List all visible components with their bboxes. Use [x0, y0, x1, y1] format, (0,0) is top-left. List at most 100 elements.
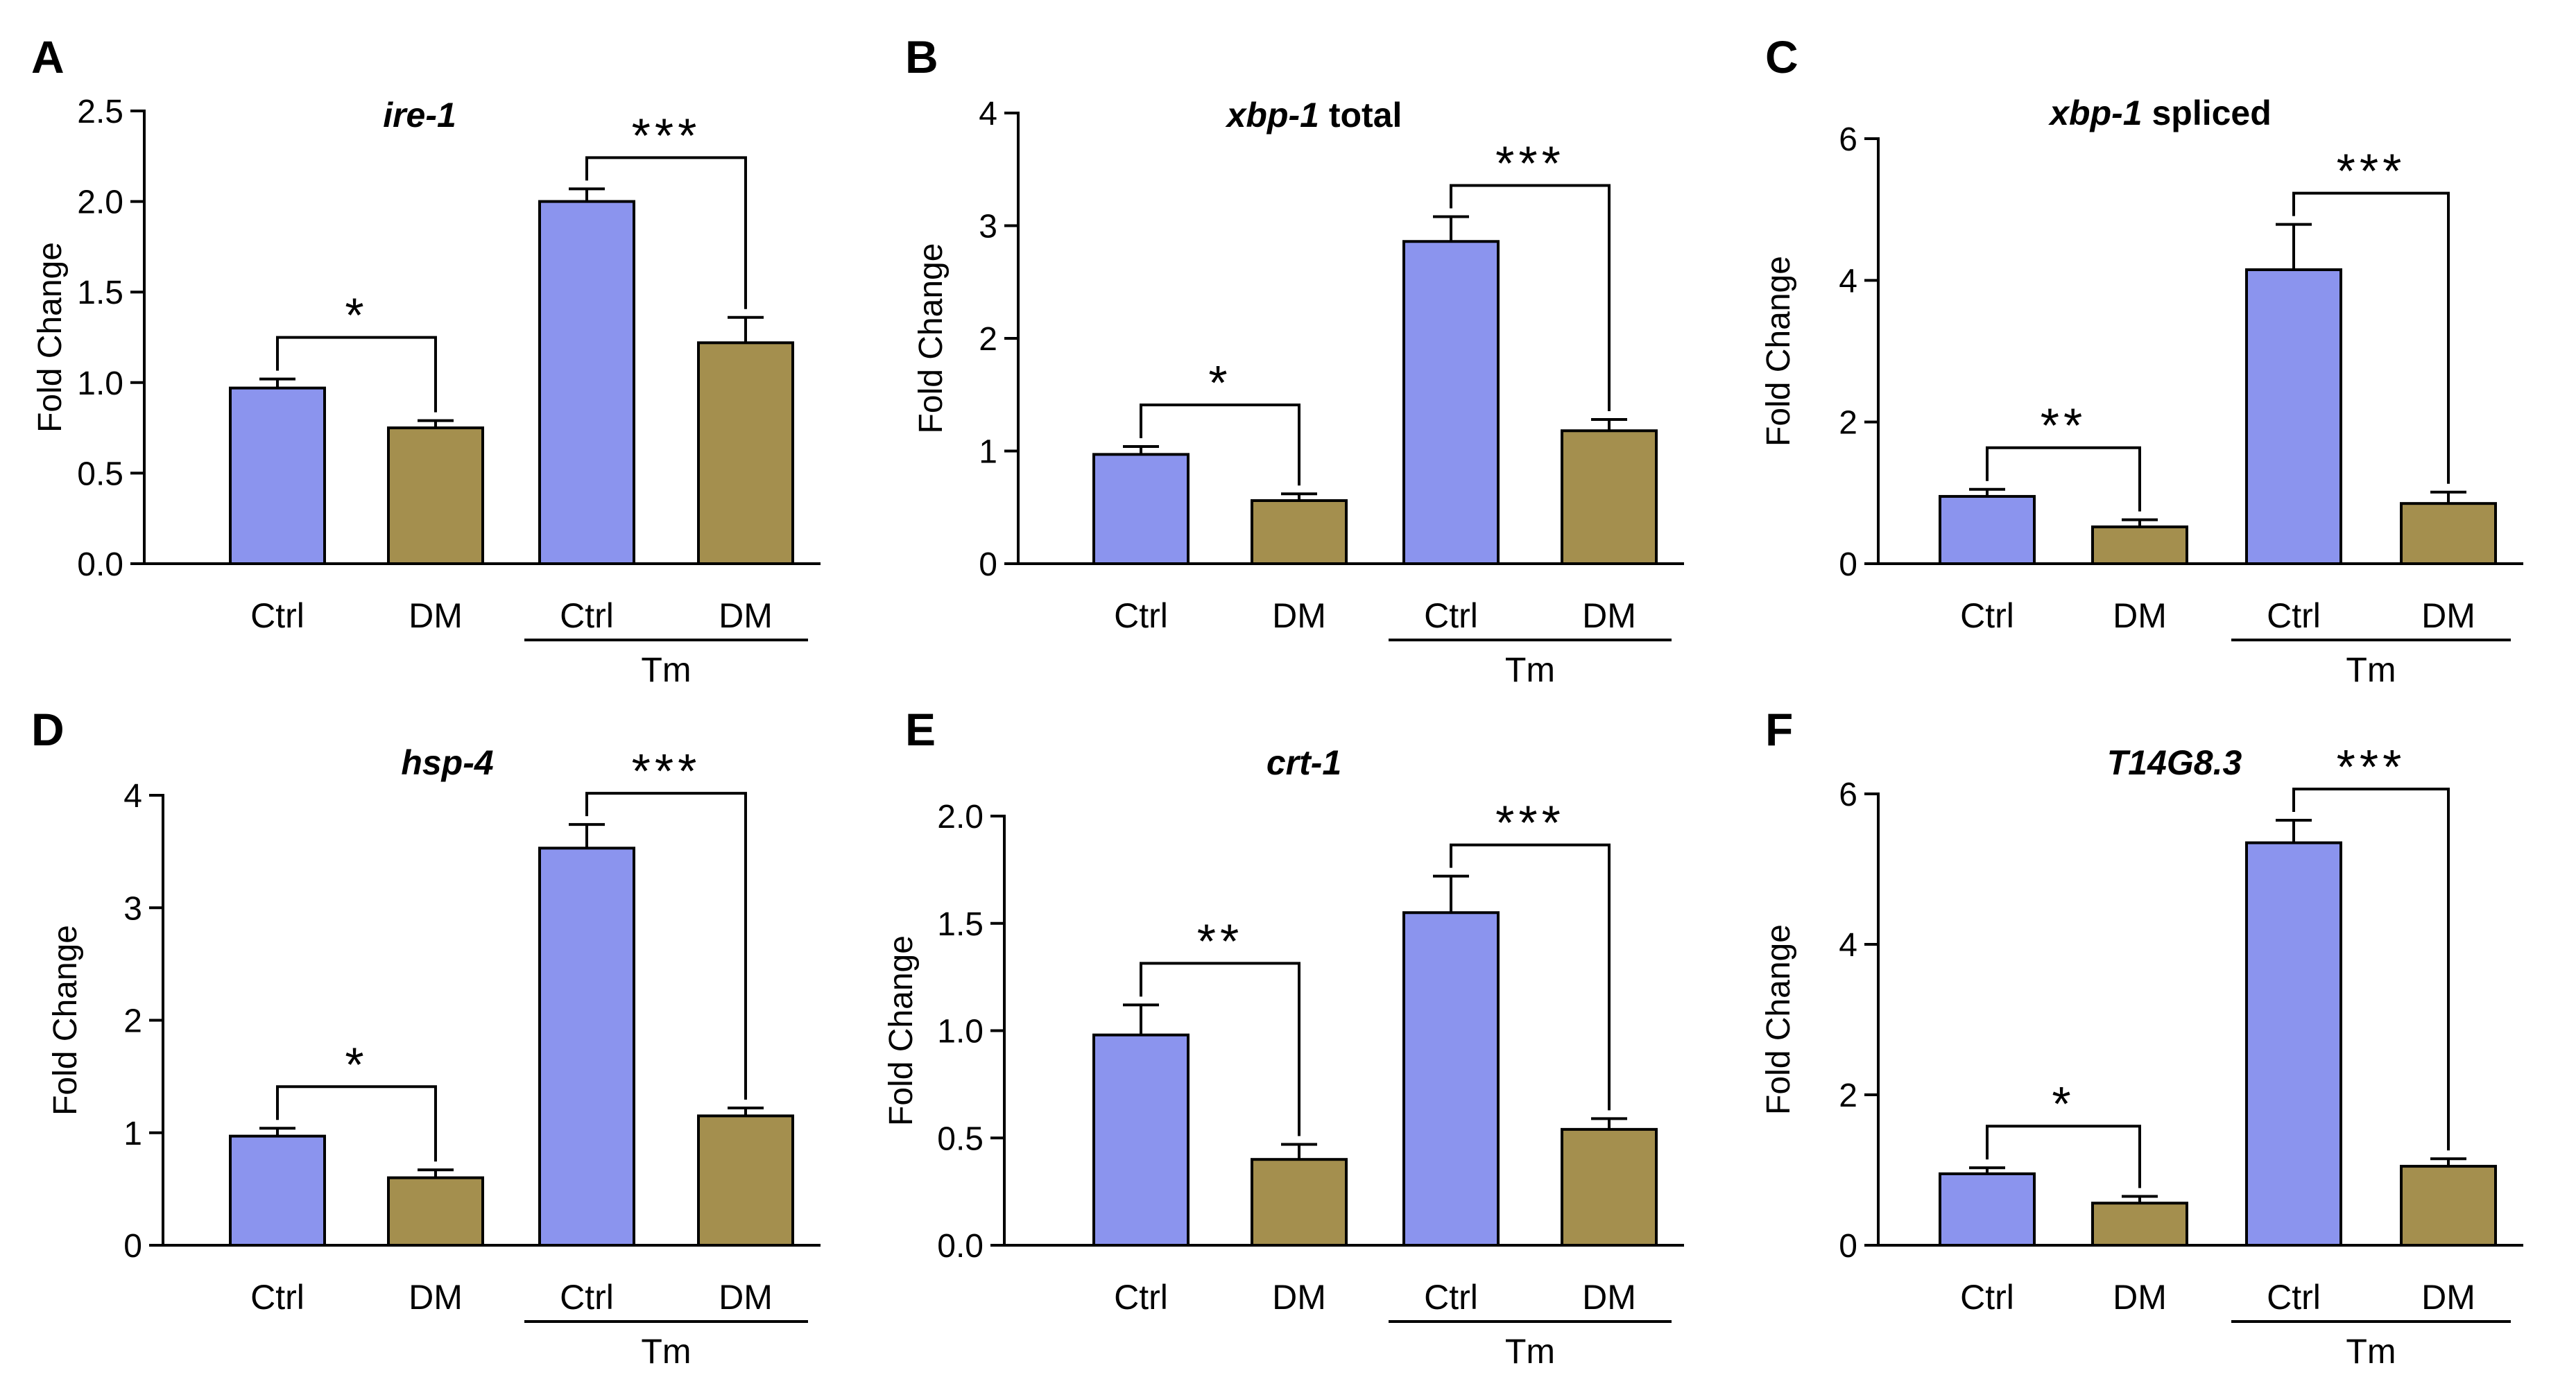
group-label: Tm — [2346, 650, 2396, 689]
y-tick-label: 2 — [1839, 1077, 1857, 1114]
bar-ctrl — [1402, 240, 1500, 565]
y-tick-label: 0 — [979, 546, 997, 583]
chart-title: xbp-1 total — [1225, 96, 1402, 135]
chart-title: ire-1 — [383, 96, 456, 135]
significance-label: * — [345, 1037, 368, 1091]
bar-dm — [387, 426, 484, 565]
x-tick-label: DM — [719, 596, 773, 635]
y-tick-label: 0 — [123, 1228, 142, 1265]
significance-label: *** — [1495, 137, 1565, 191]
x-tick-label: Ctrl — [560, 1278, 614, 1317]
significance-bracket — [276, 1085, 437, 1162]
x-tick-label: Ctrl — [1114, 596, 1168, 635]
group-label: Tm — [1505, 1332, 1555, 1371]
y-tick-label: 1.5 — [937, 906, 984, 943]
x-tick-label: Ctrl — [1960, 596, 2014, 635]
y-tick-label: 2 — [1839, 405, 1857, 442]
x-tick-label: Ctrl — [1114, 1278, 1168, 1317]
x-tick-label: DM — [409, 596, 463, 635]
x-tick-label: Ctrl — [250, 596, 304, 635]
x-tick-label: DM — [2113, 596, 2167, 635]
y-tick-label: 2.0 — [937, 799, 984, 835]
y-axis-label: Fold Change — [883, 935, 920, 1126]
panel-letter: E — [905, 704, 936, 755]
significance-label: *** — [632, 744, 701, 798]
y-tick-label: 2.5 — [77, 94, 123, 130]
y-tick-label: 6 — [1839, 777, 1857, 813]
x-tick-label: Ctrl — [1424, 596, 1478, 635]
bar-dm — [1251, 1158, 1348, 1247]
group-label: Tm — [641, 650, 691, 689]
y-tick-label: 0.0 — [937, 1228, 984, 1265]
title-gene: T14G8.3 — [2107, 743, 2242, 782]
bar-dm — [2091, 525, 2188, 566]
bar-dm — [2091, 1202, 2188, 1247]
y-tick-label: 3 — [123, 890, 142, 927]
y-axis-label: Fold Change — [32, 242, 69, 433]
y-tick-label: 4 — [979, 96, 997, 132]
bar-ctrl — [1092, 1033, 1190, 1247]
x-tick-label: Ctrl — [1424, 1278, 1478, 1317]
panel-letter: B — [905, 31, 938, 83]
bar-ctrl — [538, 847, 635, 1247]
bar-ctrl — [1939, 1172, 2036, 1247]
significance-label: *** — [632, 108, 701, 162]
bar-dm — [1251, 499, 1348, 565]
panel-letter: C — [1765, 31, 1798, 83]
significance-bracket — [1986, 446, 2141, 512]
x-tick-label: DM — [2421, 596, 2475, 635]
chart-title: T14G8.3 — [2107, 743, 2242, 782]
significance-label: ** — [2041, 399, 2086, 453]
x-tick-label: DM — [1272, 1278, 1326, 1317]
bar-ctrl — [1402, 911, 1500, 1247]
x-tick-label: Ctrl — [2267, 1278, 2321, 1317]
significance-label: * — [2052, 1077, 2075, 1131]
y-tick-label: 0 — [1839, 546, 1857, 583]
y-tick-label: 1.5 — [77, 275, 123, 311]
x-tick-label: DM — [2113, 1278, 2167, 1317]
significance-bracket — [1986, 1125, 2141, 1188]
bar-dm — [697, 341, 794, 565]
x-tick-label: Ctrl — [2267, 596, 2321, 635]
bar-ctrl — [538, 200, 635, 566]
significance-label: * — [345, 288, 368, 343]
significance-label: *** — [2337, 144, 2406, 198]
x-tick-label: DM — [719, 1278, 773, 1317]
significance-bracket — [2292, 191, 2450, 484]
y-tick-label: 4 — [1839, 927, 1857, 964]
y-axis-label: Fold Change — [47, 925, 84, 1116]
bar-dm — [2400, 1165, 2497, 1247]
bar-dm — [1561, 1127, 1658, 1247]
chart-title: xbp-1 spliced — [2047, 94, 2272, 132]
bar-dm — [2400, 502, 2497, 565]
y-tick-label: 0 — [1839, 1228, 1857, 1265]
y-tick-label: 0.5 — [77, 456, 123, 492]
y-tick-label: 4 — [123, 778, 142, 815]
bar-dm — [387, 1176, 484, 1247]
bar-ctrl — [229, 386, 326, 565]
y-tick-label: 2 — [979, 321, 997, 358]
x-tick-label: DM — [2421, 1278, 2475, 1317]
significance-bracket — [585, 792, 747, 1100]
x-tick-label: Ctrl — [1960, 1278, 2014, 1317]
title-gene: xbp-1 — [2047, 94, 2142, 132]
y-tick-label: 6 — [1839, 121, 1857, 158]
x-tick-label: Ctrl — [560, 596, 614, 635]
title-gene: xbp-1 — [1225, 96, 1319, 135]
y-tick-label: 1.0 — [77, 365, 123, 402]
y-tick-label: 1.0 — [937, 1014, 984, 1050]
y-tick-label: 2.0 — [77, 184, 123, 221]
significance-label: *** — [1495, 796, 1565, 850]
chart-title: hsp-4 — [401, 743, 493, 782]
significance-bracket — [585, 156, 747, 309]
y-tick-label: 3 — [979, 209, 997, 245]
y-tick-label: 1 — [123, 1116, 142, 1152]
significance-bracket — [1140, 404, 1300, 486]
y-tick-label: 2 — [123, 1003, 142, 1040]
